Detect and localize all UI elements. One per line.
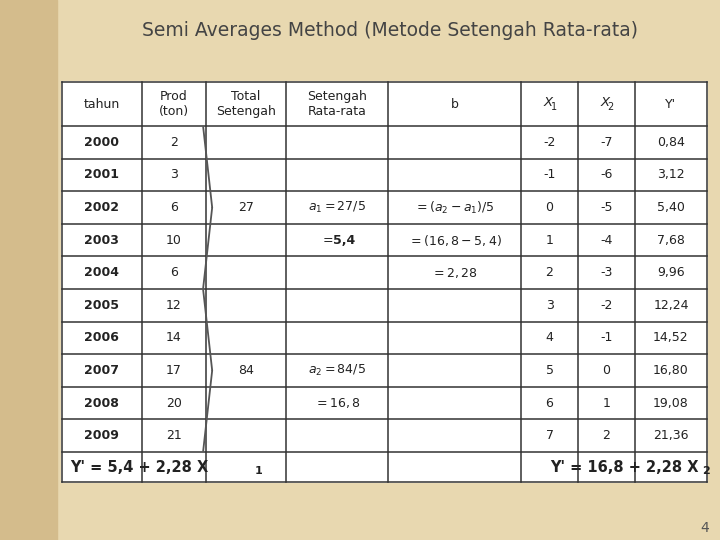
Text: 20: 20 <box>166 396 182 410</box>
Text: -2: -2 <box>544 136 556 149</box>
Text: 0,84: 0,84 <box>657 136 685 149</box>
Text: 4: 4 <box>701 521 709 535</box>
Text: 10: 10 <box>166 234 182 247</box>
Text: 19,08: 19,08 <box>653 396 689 410</box>
Text: 2007: 2007 <box>84 364 120 377</box>
Text: 2: 2 <box>603 429 611 442</box>
Text: $= 16,8$: $= 16,8$ <box>314 396 361 410</box>
Text: -1: -1 <box>600 332 613 345</box>
Text: 2002: 2002 <box>84 201 120 214</box>
Text: 1: 1 <box>546 234 554 247</box>
Text: X: X <box>601 96 610 109</box>
Text: 4: 4 <box>546 332 554 345</box>
Text: 1: 1 <box>603 396 611 410</box>
Text: 2000: 2000 <box>84 136 120 149</box>
Text: 12,24: 12,24 <box>653 299 689 312</box>
Text: 5: 5 <box>546 364 554 377</box>
Text: $a_2 = 84/5$: $a_2 = 84/5$ <box>308 363 366 378</box>
Text: 2006: 2006 <box>84 332 120 345</box>
Text: 2004: 2004 <box>84 266 120 279</box>
Text: 21: 21 <box>166 429 182 442</box>
Text: -4: -4 <box>600 234 613 247</box>
Text: 84: 84 <box>238 364 254 377</box>
Text: 9,96: 9,96 <box>657 266 685 279</box>
Text: =: = <box>323 234 338 247</box>
Text: -5: -5 <box>600 201 613 214</box>
Text: Setengah
Rata-rata: Setengah Rata-rata <box>307 90 367 118</box>
Text: 6: 6 <box>170 266 178 279</box>
Text: 3: 3 <box>170 168 178 181</box>
Text: 2: 2 <box>608 102 613 112</box>
Text: 2009: 2009 <box>84 429 120 442</box>
Text: 7: 7 <box>546 429 554 442</box>
Text: -3: -3 <box>600 266 613 279</box>
Text: 21,36: 21,36 <box>653 429 689 442</box>
Text: $= (a_2 - a_1)/5$: $= (a_2 - a_1)/5$ <box>414 199 495 215</box>
Text: -1: -1 <box>544 168 556 181</box>
Bar <box>0 0 57 540</box>
Text: Prod
(ton): Prod (ton) <box>159 90 189 118</box>
Text: 3,12: 3,12 <box>657 168 685 181</box>
Text: 14,52: 14,52 <box>653 332 689 345</box>
Text: Total
Setengah: Total Setengah <box>216 90 276 118</box>
Text: 5,40: 5,40 <box>657 201 685 214</box>
Text: 7,68: 7,68 <box>657 234 685 247</box>
Text: 2: 2 <box>170 136 178 149</box>
Text: 2001: 2001 <box>84 168 120 181</box>
Text: 5,4: 5,4 <box>333 234 355 247</box>
Text: 6: 6 <box>170 201 178 214</box>
Text: 2005: 2005 <box>84 299 120 312</box>
Text: 17: 17 <box>166 364 182 377</box>
Text: Semi Averages Method (Metode Setengah Rata-rata): Semi Averages Method (Metode Setengah Ra… <box>142 21 638 39</box>
Text: 3: 3 <box>546 299 554 312</box>
Text: Y' = 16,8 + 2,28 X: Y' = 16,8 + 2,28 X <box>551 460 699 475</box>
Text: $= (16,8 - 5,4)$: $= (16,8 - 5,4)$ <box>408 233 502 248</box>
Text: $= 2,28$: $= 2,28$ <box>431 266 478 280</box>
Text: 2008: 2008 <box>84 396 120 410</box>
Text: Y': Y' <box>665 98 677 111</box>
Text: 12: 12 <box>166 299 182 312</box>
Text: -7: -7 <box>600 136 613 149</box>
Text: tahun: tahun <box>84 98 120 111</box>
Bar <box>62 82 707 482</box>
Text: b: b <box>451 98 459 111</box>
Text: 27: 27 <box>238 201 254 214</box>
Text: -2: -2 <box>600 299 613 312</box>
Text: 1: 1 <box>551 102 557 112</box>
Text: 14: 14 <box>166 332 182 345</box>
Text: $a_1 = 27/5$: $a_1 = 27/5$ <box>308 200 366 215</box>
Text: 6: 6 <box>546 396 554 410</box>
Text: -6: -6 <box>600 168 613 181</box>
Text: 1: 1 <box>255 466 263 476</box>
Text: 2: 2 <box>702 466 710 476</box>
Text: 2003: 2003 <box>84 234 120 247</box>
Text: 0: 0 <box>603 364 611 377</box>
Text: 0: 0 <box>546 201 554 214</box>
Text: 2: 2 <box>546 266 554 279</box>
Text: Y' = 5,4 + 2,28 X: Y' = 5,4 + 2,28 X <box>70 460 208 475</box>
Text: X: X <box>544 96 553 109</box>
Text: 16,80: 16,80 <box>653 364 689 377</box>
